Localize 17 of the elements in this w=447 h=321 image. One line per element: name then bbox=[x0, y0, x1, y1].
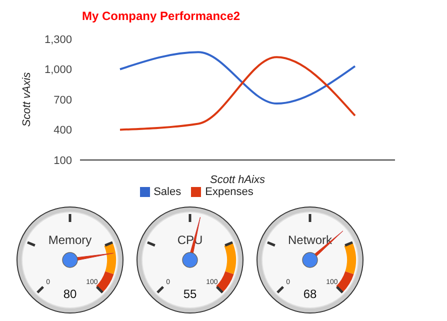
data-label: 80 bbox=[63, 287, 77, 301]
line-series bbox=[119, 56, 356, 131]
legend-label: Expenses bbox=[205, 186, 254, 198]
legend-label: Sales bbox=[154, 186, 182, 198]
x-axis-title: Scott hAixs bbox=[210, 174, 266, 186]
y-tick-label: 400 bbox=[54, 124, 72, 137]
y-tick-label: 100 bbox=[54, 154, 72, 167]
y-axis-title: Scott vAxis bbox=[20, 72, 33, 127]
category-label: Memory bbox=[48, 233, 92, 247]
data-label: 55 bbox=[183, 287, 197, 301]
chart-title: My Company Performance2 bbox=[82, 9, 240, 23]
data-label: 68 bbox=[303, 287, 317, 301]
y-tick-label: 1,000 bbox=[44, 64, 72, 76]
category-label: Network bbox=[288, 233, 333, 247]
y-tick-label: 1,300 bbox=[44, 34, 72, 46]
line-series bbox=[119, 51, 356, 105]
y-tick-label: 700 bbox=[54, 94, 72, 106]
